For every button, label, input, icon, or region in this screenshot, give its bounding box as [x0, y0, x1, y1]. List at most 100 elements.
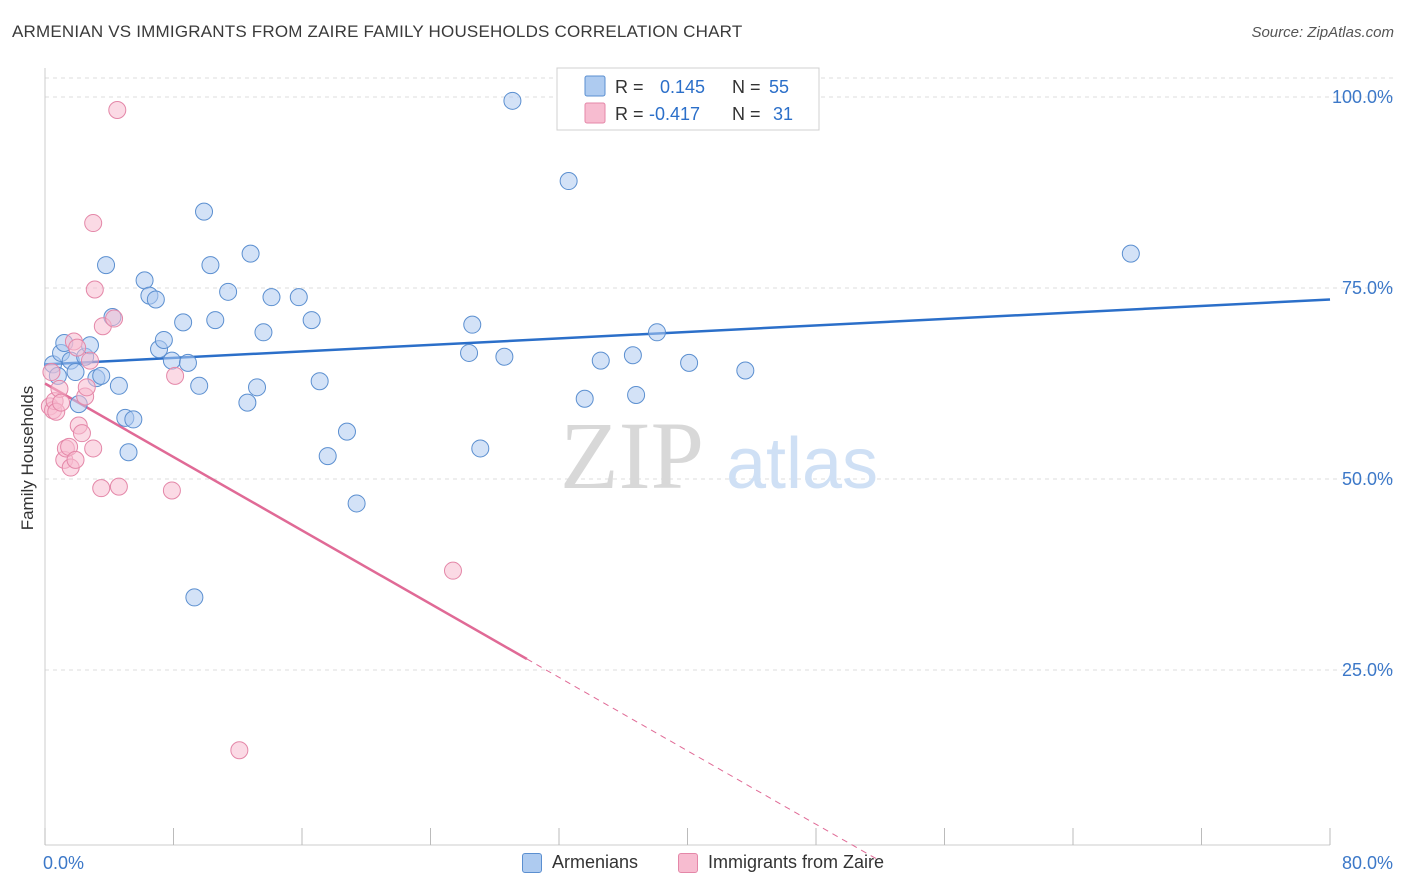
point-armenians [162, 351, 181, 370]
point-armenians [195, 202, 214, 221]
legend-r-value-2: -0.417 [649, 104, 700, 124]
point-armenians [347, 494, 366, 513]
point-zaire [42, 363, 61, 382]
point-armenians [185, 588, 204, 607]
point-armenians [206, 311, 225, 330]
point-armenians [647, 323, 666, 342]
legend-r-value-1: 0.145 [660, 77, 705, 97]
point-armenians [623, 346, 642, 365]
legend-n-label-1: N = [732, 77, 761, 97]
axes [44, 68, 1331, 846]
point-zaire [230, 741, 249, 760]
point-zaire [52, 393, 71, 412]
point-zaire [108, 100, 127, 119]
point-zaire [92, 479, 111, 498]
point-zaire [109, 477, 128, 496]
x-tick-label: 80.0% [1342, 853, 1393, 873]
trend-line-armenians [44, 298, 1331, 366]
point-armenians [736, 361, 755, 380]
point-zaire [80, 351, 99, 370]
legend-swatch-armenians [584, 75, 606, 97]
point-zaire [105, 309, 124, 328]
point-zaire [84, 439, 103, 458]
legend-n-label-2: N = [732, 104, 761, 124]
trend-line-zaire-extension [526, 658, 881, 862]
point-armenians [591, 351, 610, 370]
point-armenians [495, 347, 514, 366]
point-armenians [146, 290, 165, 309]
data-points [40, 91, 1140, 760]
legend-swatch-pink [678, 852, 698, 873]
point-armenians [238, 393, 257, 412]
point-armenians [124, 410, 143, 429]
trend-line-zaire [44, 382, 528, 661]
source-label: Source: ZipAtlas.com [1251, 24, 1394, 41]
point-armenians [262, 288, 281, 307]
point-armenians [310, 372, 329, 391]
point-armenians [680, 353, 699, 372]
point-armenians [318, 447, 337, 466]
point-armenians [190, 376, 209, 395]
point-armenians [503, 91, 522, 110]
trend-lines [44, 298, 1331, 862]
point-armenians [66, 363, 85, 382]
point-armenians [559, 172, 578, 191]
y-tick-label: 100.0% [1332, 87, 1393, 107]
point-armenians [463, 315, 482, 334]
point-armenians [254, 323, 273, 342]
point-armenians [119, 443, 138, 462]
point-armenians [575, 389, 594, 408]
point-armenians [109, 376, 128, 395]
point-armenians [174, 313, 193, 332]
legend-label-zaire: Immigrants from Zaire [708, 852, 885, 872]
point-armenians [471, 439, 490, 458]
y-tick-label: 75.0% [1342, 278, 1393, 298]
point-armenians [97, 256, 116, 275]
legend-swatch-blue [521, 852, 542, 873]
point-armenians [219, 282, 238, 301]
legend-r-label-2: R = [615, 104, 644, 124]
legend-top: R = 0.145 N = 55 R = -0.417 N = 31 [556, 67, 820, 131]
point-armenians [460, 343, 479, 362]
point-armenians [135, 271, 154, 290]
point-zaire [66, 450, 85, 469]
point-armenians [302, 311, 321, 330]
point-zaire [84, 214, 103, 233]
tick-labels: 100.0% 75.0% 50.0% 25.0% 0.0% 80.0% [43, 87, 1393, 873]
point-armenians [154, 330, 173, 349]
watermark-zip: ZIP [560, 402, 704, 509]
watermark: ZIP atlas [560, 402, 878, 509]
point-armenians [241, 244, 260, 263]
point-armenians [1121, 244, 1140, 263]
point-zaire [162, 481, 181, 500]
point-armenians [201, 256, 220, 275]
point-zaire [85, 280, 104, 299]
grid-lines [45, 77, 1395, 671]
point-zaire [68, 338, 87, 357]
x-tick-label: 0.0% [43, 853, 84, 873]
y-tick-label: 25.0% [1342, 660, 1393, 680]
point-armenians [178, 353, 197, 372]
point-armenians [248, 378, 267, 397]
legend-label-armenians: Armenians [551, 852, 638, 872]
point-zaire [72, 424, 91, 443]
point-zaire [443, 561, 462, 580]
y-tick-label: 50.0% [1342, 469, 1393, 489]
legend-n-value-1: 55 [769, 77, 789, 97]
chart-title: ARMENIAN VS IMMIGRANTS FROM ZAIRE FAMILY… [12, 22, 743, 41]
legend-item-zaire: Immigrants from Zaire [678, 852, 884, 873]
y-axis-label: Family Households [18, 386, 37, 531]
watermark-atlas: atlas [726, 424, 878, 504]
point-zaire [166, 366, 185, 385]
point-zaire [77, 378, 96, 397]
legend-r-label-1: R = [615, 77, 644, 97]
point-armenians [92, 366, 111, 385]
legend-swatch-zaire [584, 102, 606, 124]
legend-item-armenians: Armenians [521, 852, 638, 873]
point-armenians [627, 385, 646, 404]
point-armenians [337, 422, 356, 441]
point-armenians [289, 288, 308, 307]
legend-bottom: Armenians Immigrants from Zaire [0, 852, 1406, 873]
legend-n-value-2: 31 [773, 104, 793, 124]
